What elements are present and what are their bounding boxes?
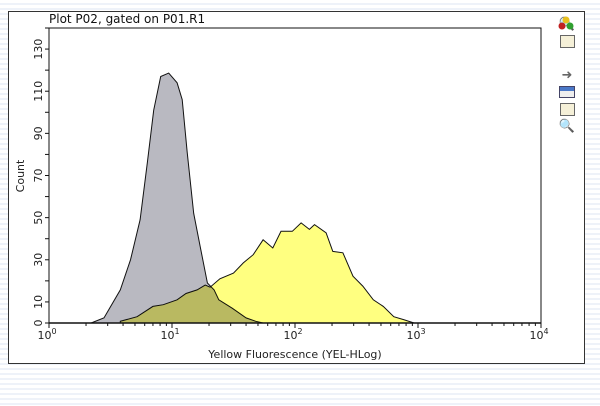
print-icon[interactable] — [558, 84, 576, 100]
x-tick-label: 103 — [406, 327, 425, 342]
copy-icon[interactable] — [558, 101, 576, 117]
zoom-out-icon[interactable]: 🔍 — [558, 118, 576, 134]
properties-icon[interactable] — [558, 33, 576, 49]
x-tick-base: 10 — [406, 329, 420, 342]
y-tick-label: 10 — [32, 295, 45, 309]
y-tick-label: 90 — [32, 126, 45, 140]
y-tick-label: 50 — [32, 211, 45, 225]
histogram-series-2 — [119, 222, 415, 324]
x-tick-label: 104 — [529, 327, 548, 342]
x-tick-exp: 1 — [174, 327, 179, 336]
y-tick-label: 0 — [32, 320, 45, 327]
x-tick-label: 102 — [283, 327, 302, 342]
x-tick-base: 10 — [529, 329, 543, 342]
y-tick-label: 130 — [32, 39, 45, 60]
color-palette-icon[interactable] — [558, 16, 576, 66]
x-tick-exp: 3 — [420, 327, 425, 336]
x-tick-base: 10 — [283, 329, 297, 342]
y-tick-label: 70 — [32, 169, 45, 183]
x-tick-base: 10 — [37, 329, 51, 342]
export-icon[interactable]: ➜ — [561, 67, 573, 83]
chart-title: Plot P02, gated on P01.R1 — [49, 12, 205, 26]
y-tick-label: 110 — [32, 81, 45, 102]
x-axis-label: Yellow Fluorescence (YEL-HLog) — [207, 348, 381, 361]
x-tick-label: 100 — [37, 327, 56, 342]
x-tick-exp: 2 — [297, 327, 302, 336]
y-tick-label: 30 — [32, 253, 45, 267]
x-tick-label: 101 — [160, 327, 179, 342]
y-axis-label: Count — [14, 159, 27, 192]
toolbar: 🔍 ➜ 🔍 — [558, 16, 580, 135]
x-tick-base: 10 — [160, 329, 174, 342]
x-tick-exp: 4 — [543, 327, 548, 336]
x-tick-exp: 0 — [51, 327, 56, 336]
